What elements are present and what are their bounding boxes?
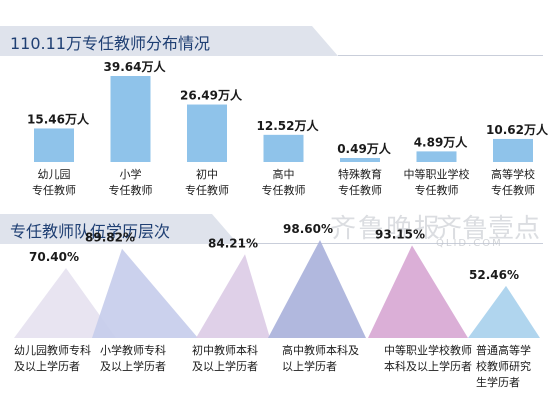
triangle-category-label: 小学教师专科及以上学历者	[100, 343, 166, 373]
triangle-category-label: 高中教师本科及以上学历者	[282, 343, 359, 373]
percent-value-label: 89.82%	[85, 231, 135, 245]
percent-value-label: 84.21%	[208, 236, 258, 250]
bar-category-label: 初中专任教师	[185, 167, 229, 197]
bar	[34, 128, 74, 162]
triangle-category-label: 幼儿园教师专科及以上学历者	[14, 343, 91, 373]
triangle-mark	[92, 248, 198, 338]
bar	[493, 138, 533, 162]
bar	[416, 151, 457, 162]
bar-category-label: 幼儿园专任教师	[32, 168, 76, 197]
watermark-app: 齐鲁壹点	[436, 214, 541, 244]
bar	[340, 158, 380, 162]
triangle-mark	[268, 240, 366, 338]
bar-value-label: 39.64万人	[104, 59, 167, 74]
banner-rule	[338, 55, 543, 56]
bar-value-label: 10.62万人	[486, 122, 549, 137]
bar	[263, 134, 304, 162]
bar	[187, 104, 227, 162]
bar-category-label: 中等职业学校专任教师	[404, 167, 470, 197]
chart-title-distribution: 110.11万专任教师分布情况	[10, 34, 210, 53]
watermark-brand: 齐鲁晚报	[330, 214, 443, 244]
bar-value-label: 0.49万人	[337, 141, 392, 156]
bar-category-label: 高等学校专任教师	[491, 167, 535, 197]
bar	[110, 76, 151, 162]
triangle-category-label: 普通高等学校教师研究生学历者	[476, 343, 531, 389]
triangle-mark	[368, 245, 468, 338]
percent-value-label: 70.40%	[29, 250, 79, 264]
percent-value-label: 98.60%	[283, 222, 333, 236]
bar-category-label: 特殊教育专任教师	[338, 167, 382, 197]
section-banner-education: 专任教师队伍学历层次	[0, 214, 238, 244]
percent-value-label: 52.46%	[469, 268, 519, 282]
bar-category-label: 高中专任教师	[262, 167, 306, 197]
bar-value-label: 12.52万人	[257, 118, 320, 133]
bar-value-label: 15.46万人	[27, 111, 90, 126]
bar-value-label: 26.49万人	[180, 88, 243, 103]
triangle-mark	[14, 268, 116, 338]
percent-value-label: 93.15%	[375, 227, 425, 241]
triangle-category-label: 中等职业学校教师本科及以上学历者	[384, 343, 472, 373]
bar-value-label: 4.89万人	[414, 134, 469, 149]
triangle-mark	[196, 254, 270, 338]
section-banner-distribution: 110.11万专任教师分布情况	[0, 26, 338, 56]
triangle-mark	[468, 285, 540, 338]
bar-category-label: 小学专任教师	[109, 167, 153, 197]
watermark-domain: QLID.COM	[436, 238, 503, 249]
triangle-category-label: 初中教师本科及以上学历者	[192, 343, 258, 373]
chart-title-education: 专任教师队伍学历层次	[10, 222, 171, 241]
banner-rule	[238, 243, 543, 244]
